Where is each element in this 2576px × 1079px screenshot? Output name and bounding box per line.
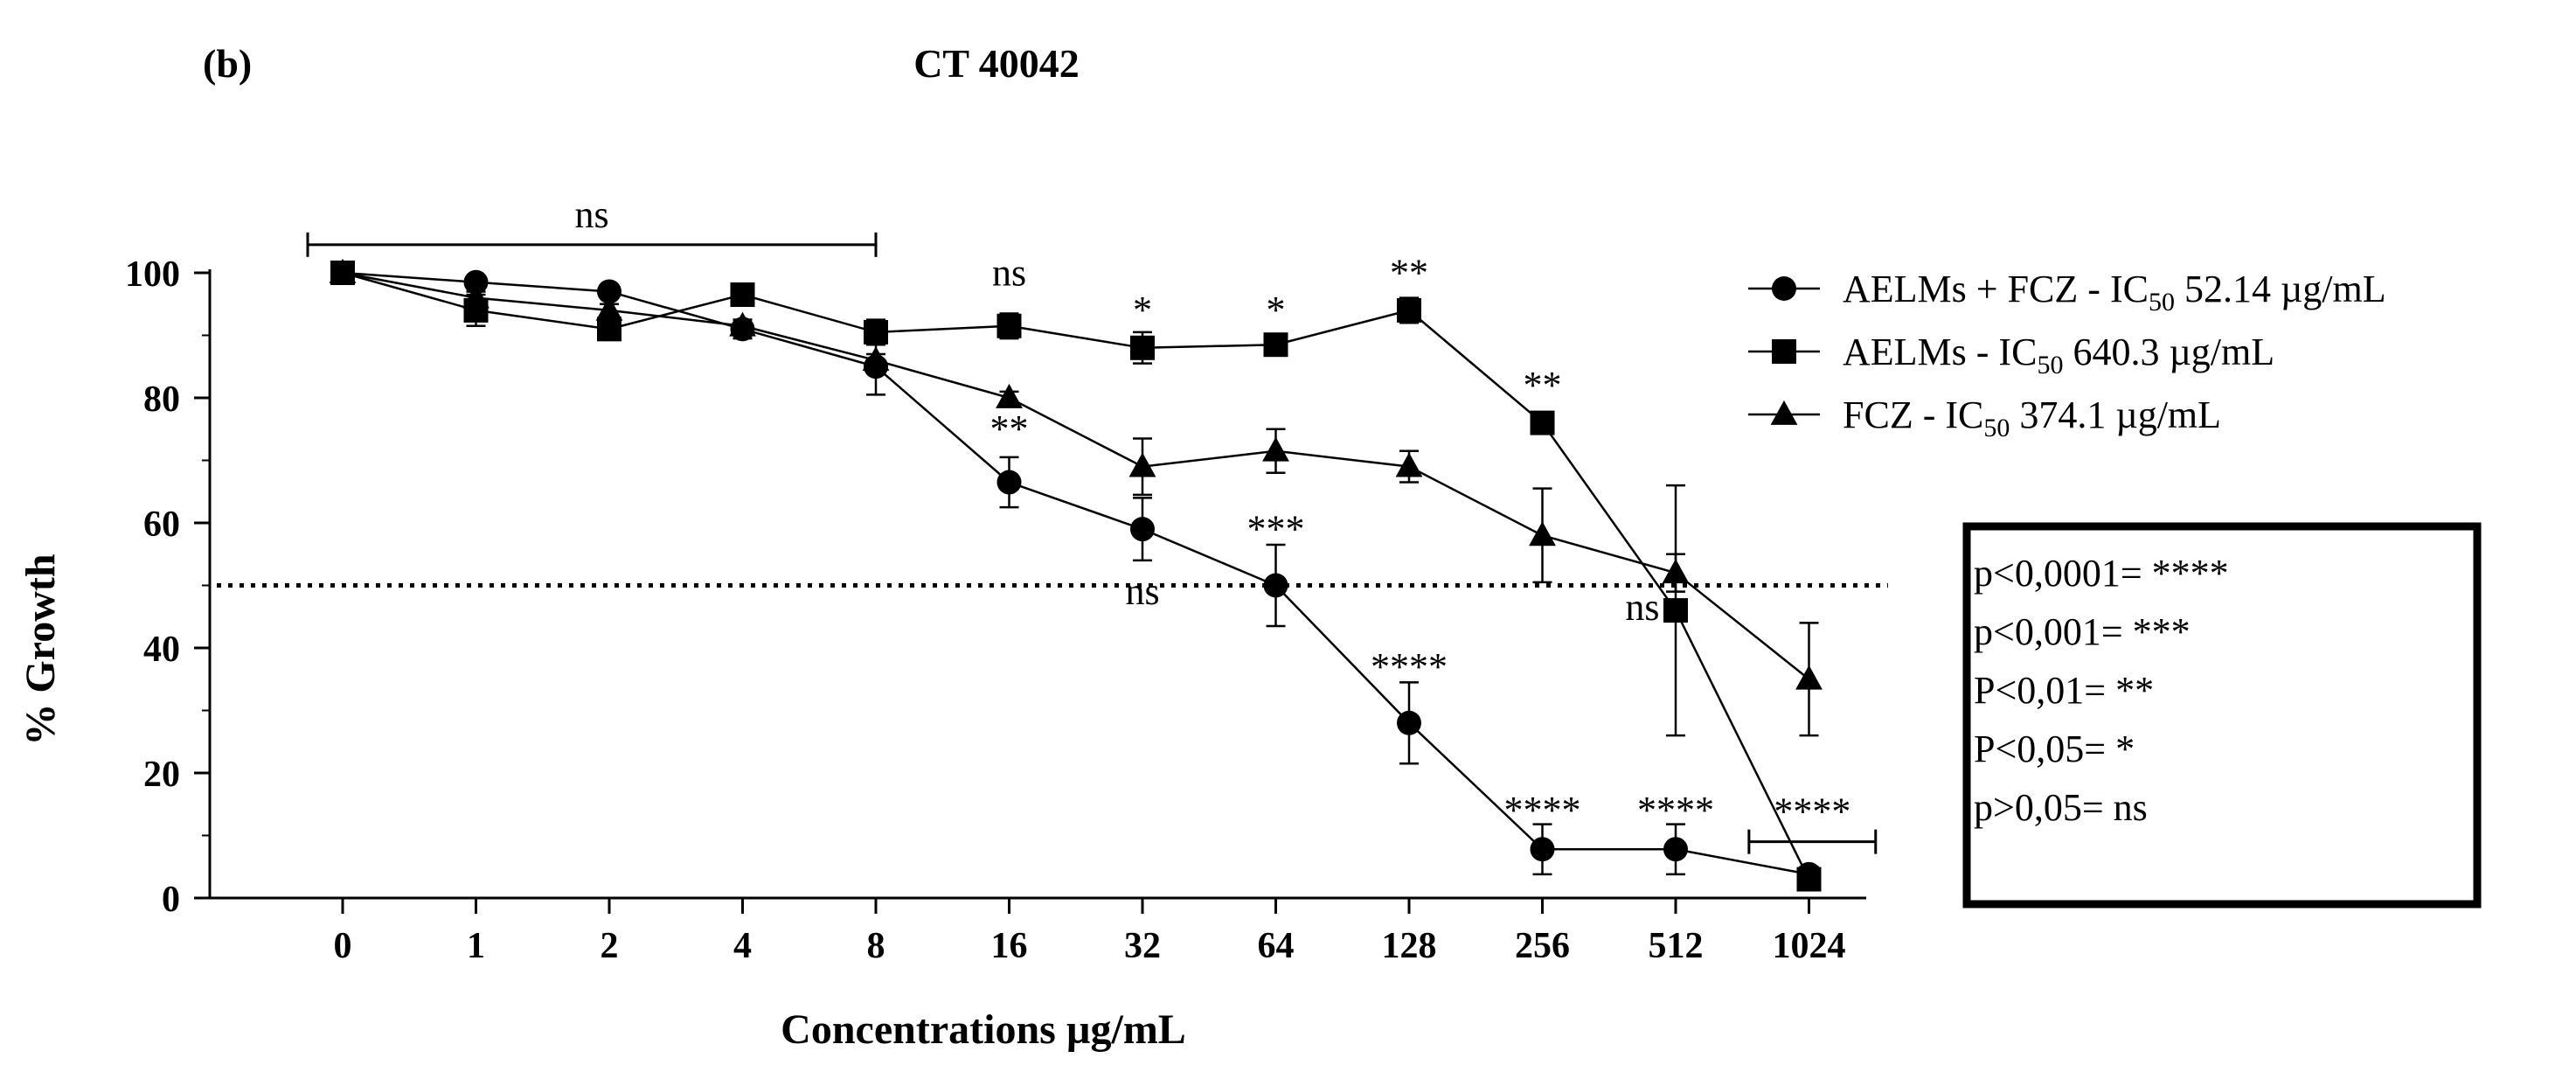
significance-key: p<0,0001= **** p<0,001= *** P<0,01= ** P<0,… [1962,522,2482,908]
data-point [462,283,490,309]
significance-label: ns [574,193,608,236]
significance-label: * [1133,289,1152,331]
panel-label: (b) [203,41,252,86]
x-tick-label: 4 [733,926,752,966]
series-layer [329,258,1823,892]
data-point [1663,598,1688,623]
data-point [729,311,756,337]
data-point [1795,665,1823,690]
data-point [595,296,623,321]
data-point [996,383,1023,408]
data-point [463,269,489,295]
x-tick-label: 512 [1649,926,1704,966]
significance-label: ** [990,407,1029,450]
data-point [597,317,621,342]
x-tick-label: 2 [601,926,619,966]
x-tick-label: 0 [334,926,352,966]
significance-label: **** [1371,645,1448,688]
data-point [1130,517,1155,542]
data-point [1263,332,1288,358]
data-point [864,319,888,345]
significance-label: ns [1625,586,1659,629]
data-point [1663,837,1688,862]
legend-marker [1772,276,1796,301]
data-point [862,346,890,371]
significance-label: *** [1247,507,1305,550]
y-axis-label: % Growth [17,553,64,745]
series-line [342,271,1810,881]
data-point [1262,436,1289,462]
y-tick-label: 80 [143,379,180,420]
significance-label: **** [1774,790,1850,833]
x-tick-label: 64 [1258,926,1295,966]
significance-label: ** [1524,364,1562,407]
legend-marker [1770,400,1798,425]
significance-key-line: p<0,0001= **** [1974,552,2229,595]
significance-label: ns [1125,570,1159,613]
significance-label: **** [1504,789,1581,832]
series-line [342,271,1809,876]
significance-label: ** [1390,251,1428,294]
significance-key-box [1962,522,2482,908]
significance-label: * [1267,289,1286,331]
significance-label: ns [992,251,1026,294]
x-tick-label: 32 [1124,926,1161,966]
x-tick-label: 8 [867,926,885,966]
series-triangle [329,258,1823,737]
x-tick-label: 128 [1382,926,1437,966]
y-tick-label: 0 [162,880,180,920]
data-point [1128,452,1156,477]
series-line [342,271,1810,680]
x-tick-label: 1024 [1773,926,1846,966]
significance-label: **** [1637,789,1714,832]
data-point [1530,410,1555,435]
legend-label: FCZ - IC50 374.1 µg/mL [1843,393,2221,442]
legend-label: AELMs + FCZ - IC50 52.14 µg/mL [1843,268,2386,317]
y-tick-label: 100 [125,254,180,295]
chart-title: CT 40042 [913,41,1080,86]
data-point [996,470,1022,495]
legend: AELMs + FCZ - IC50 52.14 µg/mL AELMs - IC… [1748,268,2386,442]
data-point [1796,867,1822,892]
significance-key-line: p>0,05= ns [1974,786,2148,829]
data-point [730,282,755,308]
data-point [1529,521,1556,546]
axes: 0 20 40 60 80 100 0 1 2 4 8 16 32 64 128 256 512 1024 [125,254,1866,966]
data-point [1397,710,1421,735]
series-circle [330,261,1822,887]
x-axis-label: Concentrations µg/mL [781,1006,1186,1053]
data-point [1130,335,1155,360]
y-tick-label: 40 [143,630,180,670]
legend-marker [1772,339,1796,364]
y-tick-label: 20 [143,755,180,795]
data-point [1530,837,1555,862]
data-point [996,313,1022,338]
x-tick-label: 1 [467,926,485,966]
significance-key-line: p<0,001= *** [1974,610,2191,653]
data-point [597,279,621,304]
data-point [1397,297,1421,323]
x-tick-label: 256 [1515,926,1570,966]
data-point [1395,452,1423,477]
legend-label: AELMs - IC50 640.3 µg/mL [1843,331,2274,379]
data-point [1263,573,1288,598]
significance-key-line: P<0,01= ** [1974,669,2154,712]
series-square [330,261,1822,892]
data-point [1662,559,1690,584]
y-tick-label: 60 [143,505,180,545]
data-point [329,258,357,283]
significance-key-line: P<0,05= * [1974,727,2135,770]
x-tick-label: 16 [991,926,1028,966]
